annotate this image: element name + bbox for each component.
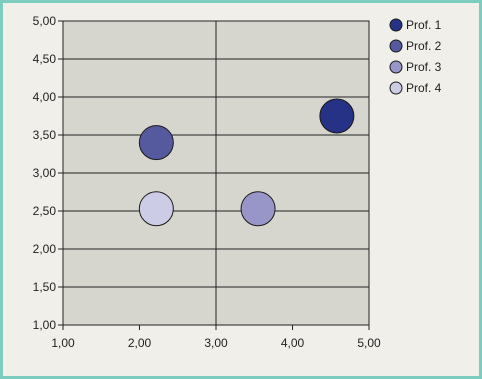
y-tick-label-6: 4,00 bbox=[33, 90, 57, 104]
y-tick-label-7: 4,50 bbox=[33, 52, 57, 66]
axes bbox=[58, 20, 370, 330]
legend-label-1: Prof. 1 bbox=[406, 18, 442, 32]
legend-label-4: Prof. 4 bbox=[406, 81, 442, 95]
y-tick-label-1: 1,50 bbox=[33, 280, 57, 294]
legend-marker-4 bbox=[389, 81, 403, 95]
point-prof-1 bbox=[319, 98, 355, 134]
tick-labels: 1,00 1,50 2,00 2,50 3,00 3,50 4,00 4,50 5,00 1,00… bbox=[33, 14, 381, 350]
chart-frame: 1,00 1,50 2,00 2,50 3,00 3,50 4,00 4,50 5,00 1,00… bbox=[3, 3, 479, 376]
x-tick-label-1: 2,00 bbox=[128, 336, 152, 350]
y-tick-label-3: 2,50 bbox=[33, 204, 57, 218]
bubble-chart: 1,00 1,50 2,00 2,50 3,00 3,50 4,00 4,50 5,00 1,00… bbox=[33, 14, 442, 350]
legend-label-2: Prof. 2 bbox=[406, 39, 442, 53]
point-prof-2 bbox=[138, 125, 174, 161]
y-tick-label-0: 1,00 bbox=[33, 318, 57, 332]
x-tick-label-3: 4,00 bbox=[281, 336, 305, 350]
x-tick-label-4: 5,00 bbox=[357, 336, 381, 350]
y-tick-label-2: 2,00 bbox=[33, 242, 57, 256]
data-points bbox=[138, 98, 355, 227]
legend-marker-3 bbox=[389, 60, 403, 74]
legend-label-3: Prof. 3 bbox=[406, 60, 442, 74]
y-tick-label-5: 3,50 bbox=[33, 128, 57, 142]
point-prof-3 bbox=[240, 191, 276, 227]
x-tick-label-0: 1,00 bbox=[51, 336, 75, 350]
y-tick-label-8: 5,00 bbox=[33, 14, 57, 28]
grid-lines bbox=[63, 21, 369, 325]
legend-marker-1 bbox=[389, 18, 403, 32]
x-tick-label-2: 3,00 bbox=[204, 336, 228, 350]
y-tick-label-4: 3,00 bbox=[33, 166, 57, 180]
legend-marker-2 bbox=[389, 39, 403, 53]
legend: Prof. 1 Prof. 2 Prof. 3 Prof. 4 bbox=[389, 18, 442, 95]
point-prof-4 bbox=[138, 191, 174, 227]
